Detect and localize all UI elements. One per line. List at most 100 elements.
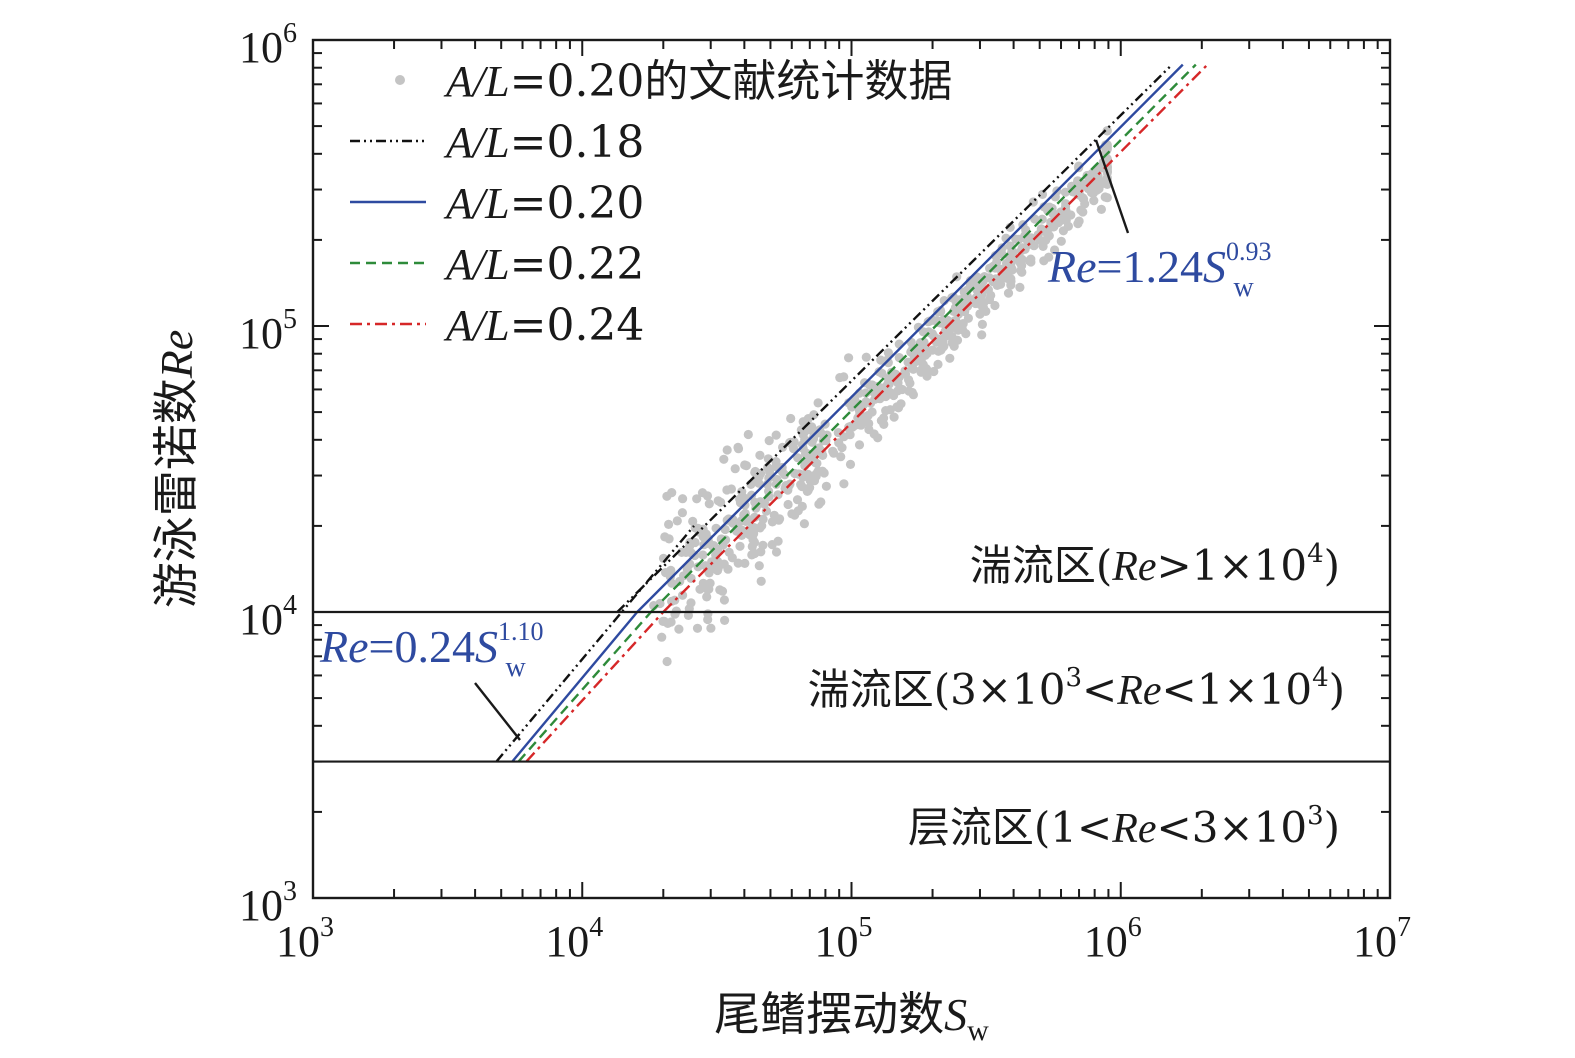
scatter-point	[1044, 252, 1054, 262]
scatter-point	[987, 262, 997, 273]
scatter-point	[707, 541, 717, 551]
scatter-point	[821, 434, 831, 444]
scatter-point	[816, 497, 826, 507]
scatter-point	[913, 322, 924, 332]
scatter-point	[883, 348, 894, 358]
scatter-point	[976, 300, 986, 310]
scatter-point	[754, 561, 764, 571]
scatter-point	[799, 519, 810, 529]
scatter-point	[1089, 196, 1099, 206]
scatter-point	[856, 420, 866, 430]
scatter-point	[1006, 280, 1016, 290]
scatter-point	[1073, 219, 1083, 229]
scatter-point	[708, 563, 718, 573]
scatter-point	[702, 592, 712, 602]
scatter-point	[737, 525, 747, 535]
scatter-point	[881, 406, 891, 416]
scatter-point	[993, 279, 1003, 289]
scatter-point	[692, 623, 703, 633]
scatter-point	[702, 584, 712, 594]
scatter-point	[1037, 189, 1048, 199]
scatter-point	[657, 632, 667, 642]
scatter-point	[845, 430, 855, 440]
scatter-point	[981, 306, 991, 316]
scatter-point	[1036, 224, 1046, 234]
scatter-point	[701, 529, 711, 539]
scatter-point	[927, 345, 938, 355]
scatter-point	[821, 481, 832, 491]
scatter-point	[945, 353, 955, 363]
scatter-point	[792, 495, 803, 505]
x-tick-label: 106	[1084, 912, 1142, 966]
scatter-point	[1026, 257, 1036, 267]
scatter-point	[813, 398, 823, 408]
scatter-point	[783, 499, 793, 510]
y-tick-label: 103	[239, 876, 297, 930]
fit-line-AL020	[511, 611, 639, 763]
scatter-point	[922, 371, 932, 381]
scatter-point	[756, 468, 766, 478]
scatter-point	[883, 373, 894, 384]
scatter-point	[755, 450, 765, 460]
scatter-point	[667, 488, 677, 498]
scatter-point	[835, 373, 845, 383]
scatter-point	[977, 319, 988, 329]
scatter-point	[1038, 241, 1048, 251]
scatter-point	[771, 430, 781, 440]
scatter-point	[953, 323, 963, 333]
legend-marker-dots	[395, 75, 405, 85]
axes-layer	[311, 38, 1392, 900]
scatter-point	[933, 359, 943, 369]
scatter-point	[927, 329, 938, 339]
scatter-point	[758, 514, 768, 524]
scatter-point	[897, 384, 907, 395]
scatter-point	[735, 494, 745, 504]
scatter-point	[678, 590, 688, 600]
scatter-point	[787, 509, 797, 519]
scatter-point	[750, 512, 760, 522]
scatter-point	[960, 306, 970, 317]
scatter-point	[697, 488, 708, 498]
scatter-point	[972, 285, 982, 295]
scatter-point	[675, 576, 685, 587]
scatter-point	[949, 306, 959, 316]
scatter-point	[771, 547, 782, 557]
scatter-point	[807, 422, 817, 432]
scatter-point	[1102, 193, 1112, 203]
scatter-point	[677, 508, 688, 518]
scatter-point	[961, 329, 971, 339]
fit-lines-layer	[495, 63, 1209, 763]
fit-annotation-lower: Re=0.24S1.10 w	[319, 617, 543, 683]
scatter-point	[877, 368, 887, 378]
fit-annotation-upper: Re=1.24S0.93 w	[1047, 237, 1271, 303]
scatter-point	[661, 568, 671, 578]
scatter-point	[693, 562, 703, 572]
fit-line-AL024	[662, 63, 1209, 613]
scatter-point	[809, 476, 820, 486]
y-tick-label: 105	[239, 304, 297, 358]
scatter-point	[747, 541, 757, 552]
scatter-point	[1096, 177, 1106, 187]
scatter-point	[1007, 265, 1017, 275]
scatter-point	[1078, 207, 1088, 217]
scatter-point	[674, 624, 684, 634]
scatter-point	[907, 363, 918, 373]
scatter-point	[938, 337, 948, 347]
scatter-point	[719, 595, 730, 605]
x-tick-label: 107	[1353, 912, 1411, 966]
scatter-point	[700, 561, 710, 571]
scatter-point	[688, 516, 698, 527]
scatter-point	[786, 413, 796, 424]
scatter-point	[892, 402, 902, 412]
scatter-point	[863, 410, 873, 421]
scatter-point	[836, 452, 846, 462]
scatter-point	[949, 341, 959, 351]
scatter-point	[692, 494, 702, 504]
scatter-point	[839, 479, 849, 489]
scatter-point	[894, 372, 904, 382]
scatter-point	[797, 481, 807, 492]
scatter-point	[722, 485, 732, 495]
scatter-point	[1003, 288, 1014, 298]
scatter-point	[686, 598, 696, 608]
scatter-point	[1047, 221, 1057, 231]
